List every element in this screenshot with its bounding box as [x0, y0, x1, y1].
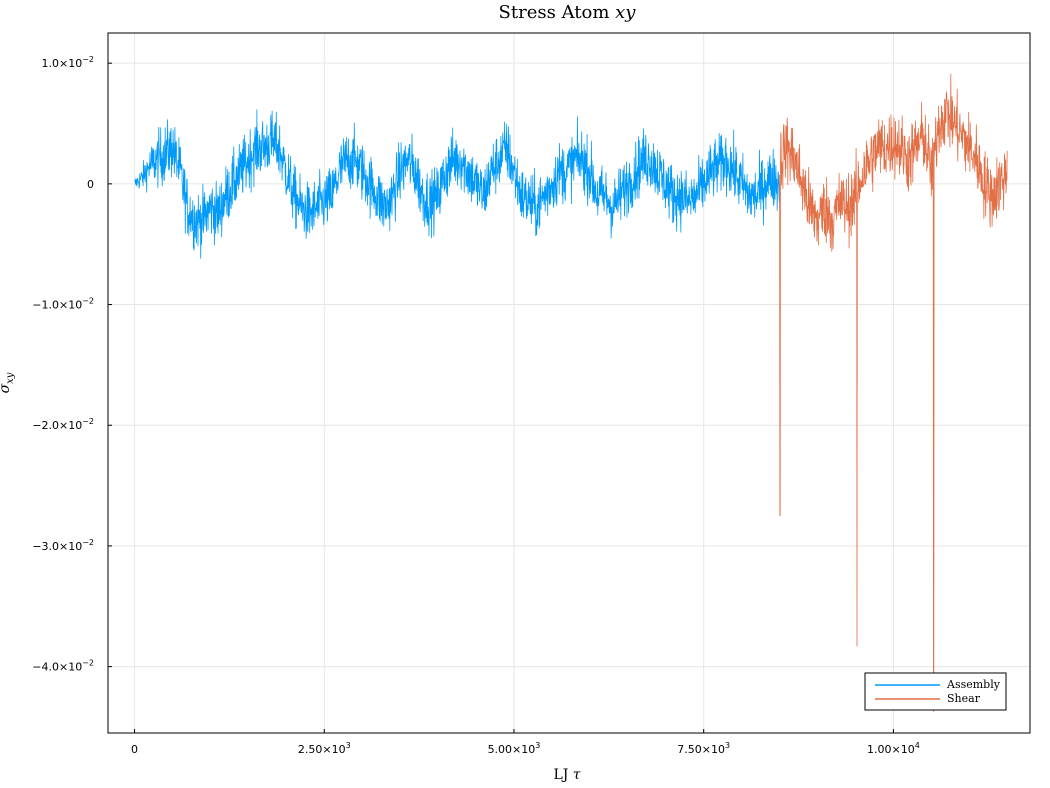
- legend-label-shear: Shear: [947, 692, 981, 705]
- y-tick-label: 1.0×10−2: [41, 55, 94, 70]
- legend-label-assembly: Assembly: [946, 678, 1001, 691]
- grid: [108, 33, 1030, 733]
- y-tick-label: −2.0×10−2: [32, 417, 94, 432]
- x-tick-label: 5.00×103: [488, 741, 541, 756]
- x-tick-label: 7.50×103: [677, 741, 730, 756]
- y-tick-label: −4.0×10−2: [32, 659, 94, 674]
- series-line-assembly: [134, 109, 780, 259]
- plot-frame: [107, 32, 1031, 734]
- y-tick-label: 0: [87, 178, 94, 191]
- x-tick-label: 2.50×103: [298, 741, 351, 756]
- x-axis-label: LJ τ: [553, 767, 580, 783]
- series-layer: [134, 73, 1008, 712]
- chart-title: Stress Atom xy: [499, 2, 637, 23]
- x-tick-label: 0: [131, 743, 138, 756]
- legend: Assembly Shear: [864, 672, 1007, 711]
- y-tick-label: −1.0×10−2: [32, 297, 94, 312]
- legend-box: [864, 672, 1007, 711]
- y-axis-label: σxy: [0, 372, 16, 393]
- series-line-shear: [779, 73, 1008, 712]
- y-tick-label: −3.0×10−2: [32, 538, 94, 553]
- tick-labels: 0 2.50×103 5.00×103 7.50×103 1.00×104 1.0×10−…: [32, 55, 920, 756]
- x-tick-label: 1.00×104: [867, 741, 920, 756]
